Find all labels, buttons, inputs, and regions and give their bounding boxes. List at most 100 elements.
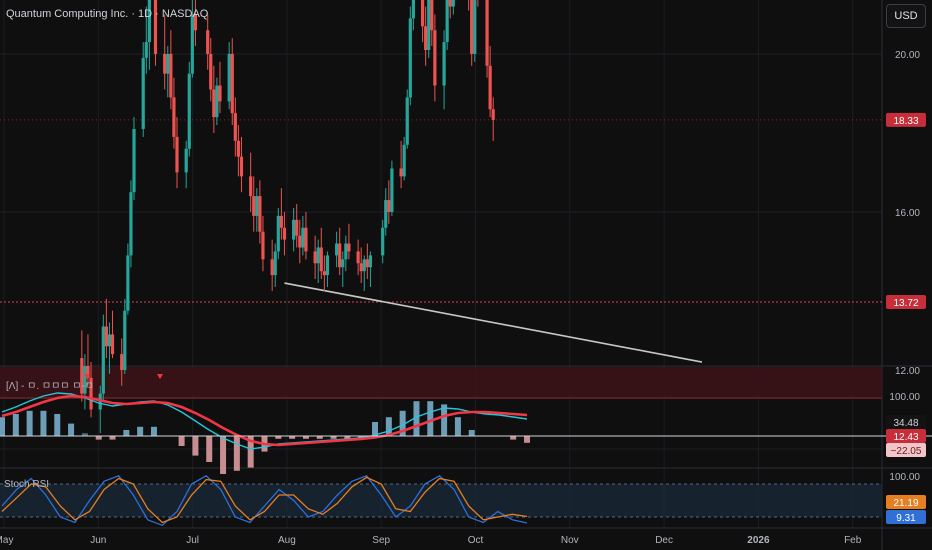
macd-badge-bg [886, 443, 926, 457]
price-badge: 18.33 [893, 116, 918, 127]
stoch-rsi-label[interactable]: Stoch RSI [4, 479, 50, 490]
candle-body [83, 365, 87, 394]
macd-histogram-bar [95, 436, 102, 440]
candle-body [144, 42, 148, 58]
candle-body [304, 227, 308, 252]
candle-body [387, 200, 391, 212]
candle-body [132, 128, 136, 193]
currency-button[interactable]: USD [886, 4, 926, 28]
candle-body [442, 42, 446, 86]
stoch-band [0, 484, 882, 517]
macd-histogram-bar [275, 436, 282, 439]
sell-signal-marker [84, 374, 90, 379]
candle-body [104, 326, 108, 347]
candle-body [384, 200, 388, 228]
stoch-rsi-panel [1, 474, 528, 527]
horizontal-levels [0, 119, 882, 303]
stoch-badge: 9.31 [896, 513, 916, 524]
candle-body [335, 243, 339, 256]
macd-tick-label: 100.00 [889, 392, 920, 403]
time-tick-label: Sep [372, 535, 390, 546]
candle-body [89, 377, 93, 410]
candle-body [147, 0, 151, 43]
macd-histogram-bar [40, 410, 47, 436]
candle-body [110, 334, 115, 355]
candle-body [163, 53, 167, 74]
trendlines[interactable] [189, 0, 742, 363]
stoch-badge-bg [886, 510, 926, 524]
macd-histogram-bar [289, 436, 296, 439]
candle-body [120, 354, 124, 370]
candle-body [236, 140, 240, 157]
candle-body [230, 53, 234, 114]
macd-overbought-zone [0, 367, 882, 399]
candle-body [405, 97, 409, 145]
price-badges: 25.8321.9018.3313.7234.4812.43−22.0521.1… [886, 112, 926, 524]
macd-histogram-bar [413, 401, 420, 436]
candles [80, 0, 495, 434]
candle-body [209, 53, 213, 90]
time-tick-label: 2026 [747, 535, 770, 546]
candle-body [301, 227, 305, 248]
candle-body [473, 0, 477, 54]
sell-signal-marker [157, 374, 163, 379]
candle-body [411, 0, 415, 19]
candle-body [249, 176, 253, 197]
macd-badge: 12.43 [893, 432, 918, 443]
chart-title: Quantum Computing Inc. · 1D · NASDAQ [6, 8, 209, 20]
time-axis: May Jun Jul Aug Sep Oct Nov Dec 2026 Feb [0, 527, 932, 546]
macd-badge: −22.05 [891, 446, 922, 457]
candle-body [298, 235, 302, 248]
candle-body [215, 85, 219, 118]
candle-body [448, 0, 452, 7]
macd-line-signal [1, 394, 528, 447]
price-badge-bg [886, 112, 926, 127]
candle-body [218, 85, 222, 102]
candle-body [381, 227, 385, 256]
candle-body [273, 251, 277, 276]
macd-histogram-bar [81, 433, 88, 436]
candle-body [129, 192, 133, 256]
macd-histogram-bar [233, 436, 240, 471]
candle-body [313, 251, 317, 264]
candle-body [169, 53, 173, 98]
stoch-tick-label: 100.00 [889, 472, 920, 483]
candle-body [107, 334, 112, 347]
macd-histogram-bar [399, 410, 406, 436]
candle-body [175, 136, 179, 173]
candle-body [399, 168, 403, 177]
macd-histogram-bar [150, 426, 157, 436]
candle-body [445, 0, 449, 43]
macd-indicator-label[interactable]: [Λ] - ㅁ. ㅁㅁㅁ ㅁ-ㅁ [6, 381, 94, 392]
macd-histogram-bar [468, 430, 475, 436]
candle-body [166, 53, 170, 74]
candle-body [206, 30, 210, 54]
candle-body [365, 259, 369, 268]
macd-histogram-bar [247, 436, 254, 468]
stoch-panel-background [0, 483, 882, 518]
candle-body [261, 231, 265, 260]
candle-body [451, 0, 455, 7]
candle-body [322, 271, 326, 276]
candle-body [325, 255, 330, 276]
candle-body [233, 113, 237, 141]
candle-body [172, 97, 176, 137]
candle-body [276, 215, 280, 252]
time-tick-label: Aug [278, 535, 296, 546]
macd-badge: 34.48 [893, 418, 918, 429]
macd-histogram-bar [344, 436, 351, 439]
candle-body [282, 227, 287, 240]
macd-histogram-bar [385, 417, 392, 436]
macd-histogram-bar [206, 436, 213, 462]
candle-body [227, 53, 231, 102]
candle-body [255, 196, 259, 216]
candle-body [279, 215, 283, 228]
trendline [284, 282, 703, 363]
time-tick-label: Nov [561, 535, 579, 546]
candle-body [368, 255, 372, 268]
macd-panel-background [0, 367, 882, 399]
candle-body [101, 326, 105, 394]
candle-body [347, 243, 351, 252]
